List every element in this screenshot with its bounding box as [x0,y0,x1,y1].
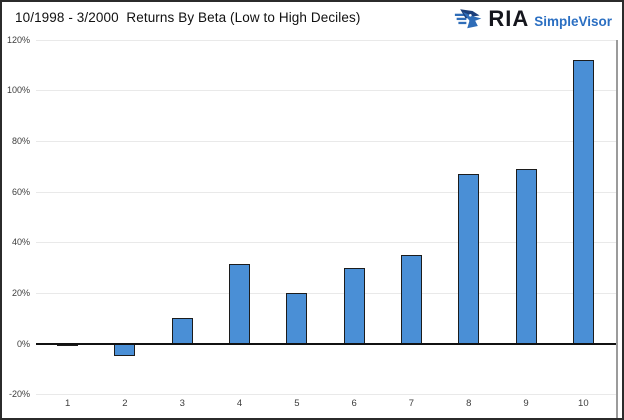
y-axis-label: 120% [6,34,30,45]
bar-decile-3 [171,318,193,344]
y-axis-label: -20% [8,389,30,400]
zero-axis-line [36,342,616,345]
x-axis-label: 6 [351,398,357,410]
y-axis-label: 60% [11,186,30,197]
y-axis-label: 100% [6,85,30,96]
y-axis-label: 80% [11,135,30,146]
bar-decile-6 [343,267,365,344]
x-axis-label: 2 [122,398,128,410]
plot-right-border [616,39,618,418]
y-axis-label: 0% [16,338,30,349]
bar-decile-9 [515,168,537,344]
x-axis-label: 5 [294,398,300,410]
gridline [36,39,616,41]
gridline [36,191,616,193]
chart-title: 10/1998 - 3/2000 Returns By Beta (Low to… [15,10,361,25]
bar-decile-4 [229,263,251,344]
y-axis-label: 20% [11,288,30,298]
gridline [36,140,616,142]
gridline [36,394,616,396]
bar-decile-7 [400,254,422,344]
x-axis-label: 8 [466,398,472,410]
x-axis-label: 3 [179,398,185,410]
ria-eagle-icon [455,9,482,29]
x-axis-label: 10 [578,398,589,410]
gridline [36,293,616,294]
bar-decile-5 [286,293,308,344]
gridline [36,242,616,244]
simplevisor-logo-text: SimpleVisor [534,14,612,29]
bar-decile-2 [114,343,136,357]
ria-logo-text: RIA [488,6,530,31]
ria-simplevisor-logo: RIA SimpleVisor [454,6,612,32]
x-axis-label: 7 [408,398,415,410]
bar-decile-10 [572,59,594,344]
x-axis-label: 9 [523,398,529,410]
gridline [36,90,616,92]
y-axis-label: 40% [11,237,30,248]
bar-decile-8 [458,173,480,344]
x-axis-label: 4 [236,398,243,410]
x-axis-label: 1 [64,398,71,410]
